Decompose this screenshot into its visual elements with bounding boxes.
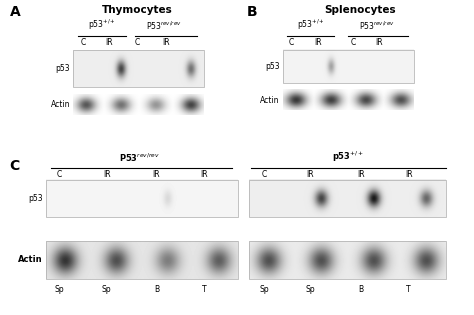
Text: IR: IR bbox=[375, 38, 383, 48]
Text: p53$^{+/+}$: p53$^{+/+}$ bbox=[88, 17, 116, 32]
Bar bbox=[46, 241, 238, 279]
Text: C: C bbox=[9, 159, 20, 173]
Bar bbox=[46, 180, 238, 217]
Text: C: C bbox=[262, 170, 267, 179]
Bar bbox=[249, 180, 446, 217]
Text: IR: IR bbox=[153, 170, 160, 179]
Text: P53$^{rev/rev}$: P53$^{rev/rev}$ bbox=[359, 19, 395, 32]
Text: A: A bbox=[9, 5, 20, 19]
Text: IR: IR bbox=[200, 170, 208, 179]
Bar bbox=[73, 50, 204, 87]
Text: B: B bbox=[359, 285, 364, 294]
Text: C: C bbox=[80, 38, 86, 48]
Text: Sp: Sp bbox=[102, 285, 111, 294]
Text: IR: IR bbox=[162, 38, 170, 48]
Text: B: B bbox=[246, 5, 257, 19]
Text: Thymocytes: Thymocytes bbox=[102, 5, 173, 15]
Text: T: T bbox=[406, 285, 411, 294]
Text: IR: IR bbox=[103, 170, 110, 179]
Text: p53: p53 bbox=[55, 64, 70, 73]
Text: C: C bbox=[56, 170, 62, 179]
Text: p53: p53 bbox=[28, 194, 43, 203]
Text: IR: IR bbox=[307, 170, 314, 179]
Bar bbox=[283, 50, 414, 83]
Text: C: C bbox=[289, 38, 294, 48]
Text: IR: IR bbox=[105, 38, 113, 48]
Text: Actin: Actin bbox=[18, 255, 43, 264]
Text: P53$^{rev/rev}$: P53$^{rev/rev}$ bbox=[146, 19, 182, 32]
Text: p53$^{+/+}$: p53$^{+/+}$ bbox=[297, 17, 324, 32]
Text: C: C bbox=[135, 38, 140, 48]
Text: Actin: Actin bbox=[51, 100, 70, 109]
Text: Sp: Sp bbox=[306, 285, 315, 294]
Text: IR: IR bbox=[357, 170, 365, 179]
Text: Sp: Sp bbox=[55, 285, 64, 294]
Text: P53$^{rev/rev}$: P53$^{rev/rev}$ bbox=[119, 152, 160, 164]
Text: IR: IR bbox=[314, 38, 321, 48]
Text: T: T bbox=[201, 285, 206, 294]
Text: p53: p53 bbox=[265, 62, 280, 71]
Text: Splenocytes: Splenocytes bbox=[324, 5, 396, 15]
Text: Sp: Sp bbox=[260, 285, 269, 294]
Text: Actin: Actin bbox=[260, 96, 280, 105]
Bar bbox=[249, 241, 446, 279]
Text: IR: IR bbox=[405, 170, 412, 179]
Text: C: C bbox=[350, 38, 356, 48]
Text: B: B bbox=[154, 285, 159, 294]
Text: p53$^{+/+}$: p53$^{+/+}$ bbox=[332, 149, 365, 164]
